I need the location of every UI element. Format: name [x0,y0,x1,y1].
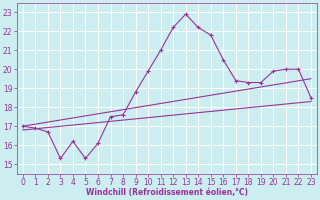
X-axis label: Windchill (Refroidissement éolien,°C): Windchill (Refroidissement éolien,°C) [86,188,248,197]
